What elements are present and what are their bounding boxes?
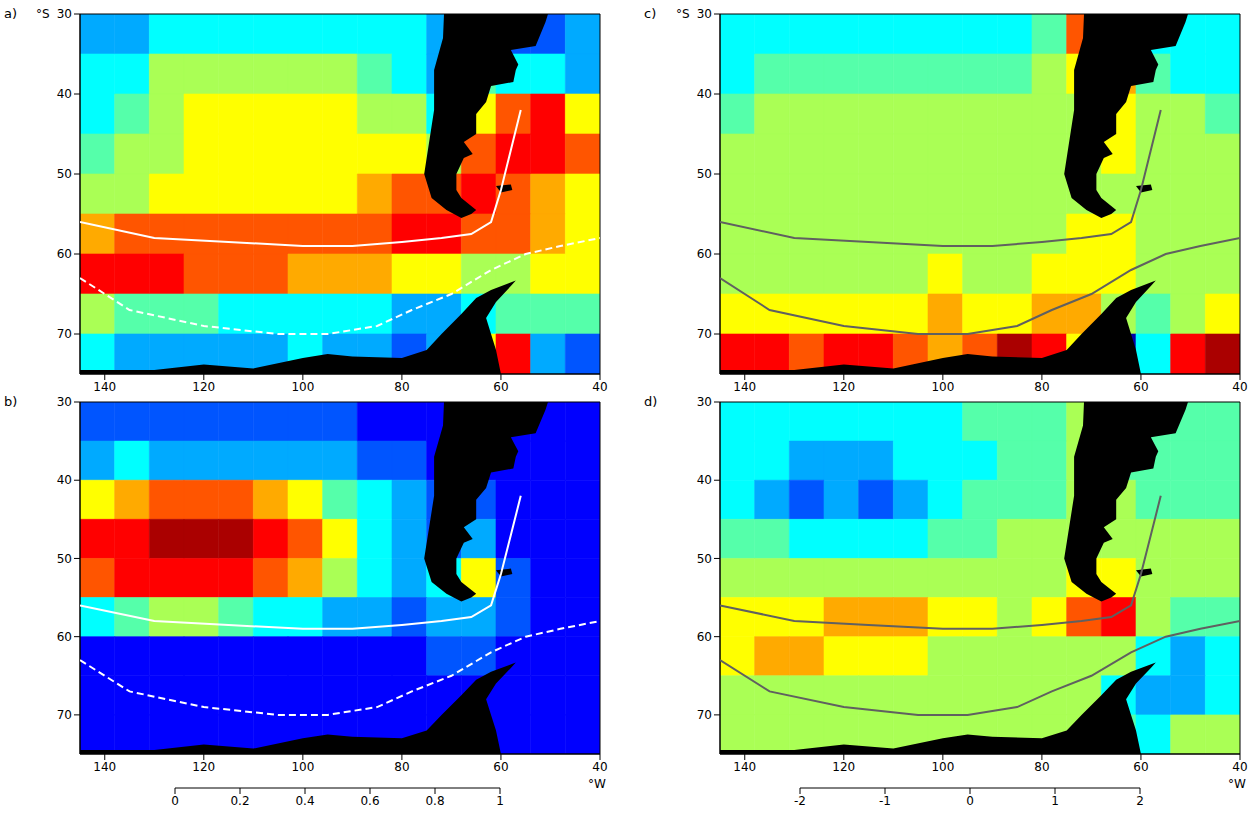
svg-text:140: 140 xyxy=(733,760,756,774)
svg-text:120: 120 xyxy=(832,380,855,394)
html-text:°W: °W xyxy=(588,777,606,791)
html-text:°S: °S xyxy=(36,7,50,21)
svg-text:100: 100 xyxy=(291,760,314,774)
svg-text:80: 80 xyxy=(1034,380,1049,394)
svg-text:40: 40 xyxy=(592,380,607,394)
html-text:°W: °W xyxy=(1228,777,1246,791)
svg-text:30: 30 xyxy=(697,395,712,409)
svg-text:60: 60 xyxy=(1133,380,1148,394)
svg-text:70: 70 xyxy=(697,327,712,341)
svg-text:60: 60 xyxy=(697,630,712,644)
svg-text:1: 1 xyxy=(1051,794,1059,808)
svg-text:0.8: 0.8 xyxy=(425,794,444,808)
svg-text:70: 70 xyxy=(697,708,712,722)
svg-text:140: 140 xyxy=(733,380,756,394)
svg-text:100: 100 xyxy=(931,760,954,774)
svg-text:50: 50 xyxy=(57,552,72,566)
svg-text:100: 100 xyxy=(931,380,954,394)
svg-text:0.6: 0.6 xyxy=(360,794,379,808)
svg-text:40: 40 xyxy=(697,87,712,101)
svg-text:100: 100 xyxy=(291,380,314,394)
svg-text:80: 80 xyxy=(1034,760,1049,774)
html-text:c): c) xyxy=(644,6,657,21)
svg-text:0: 0 xyxy=(966,794,974,808)
svg-text:120: 120 xyxy=(192,760,215,774)
svg-text:50: 50 xyxy=(57,167,72,181)
svg-text:30: 30 xyxy=(697,7,712,21)
html-text:d): d) xyxy=(644,394,658,409)
svg-text:80: 80 xyxy=(394,760,409,774)
svg-text:60: 60 xyxy=(57,247,72,261)
svg-text:40: 40 xyxy=(57,473,72,487)
svg-text:70: 70 xyxy=(57,327,72,341)
svg-text:80: 80 xyxy=(394,380,409,394)
svg-text:30: 30 xyxy=(57,7,72,21)
html-text:a): a) xyxy=(4,6,17,21)
svg-text:50: 50 xyxy=(697,167,712,181)
svg-text:60: 60 xyxy=(493,760,508,774)
svg-text:1: 1 xyxy=(496,794,504,808)
svg-text:0.4: 0.4 xyxy=(295,794,314,808)
svg-text:120: 120 xyxy=(832,760,855,774)
svg-text:60: 60 xyxy=(493,380,508,394)
svg-text:40: 40 xyxy=(697,473,712,487)
svg-text:40: 40 xyxy=(592,760,607,774)
svg-text:70: 70 xyxy=(57,708,72,722)
svg-text:60: 60 xyxy=(1133,760,1148,774)
svg-text:30: 30 xyxy=(57,395,72,409)
svg-text:60: 60 xyxy=(697,247,712,261)
svg-text:-1: -1 xyxy=(879,794,891,808)
svg-text:140: 140 xyxy=(93,760,116,774)
html-text:b): b) xyxy=(4,394,18,409)
svg-text:140: 140 xyxy=(93,380,116,394)
svg-text:40: 40 xyxy=(1232,760,1247,774)
svg-text:-2: -2 xyxy=(794,794,806,808)
svg-text:40: 40 xyxy=(57,87,72,101)
html-text:°S: °S xyxy=(676,7,690,21)
svg-text:120: 120 xyxy=(192,380,215,394)
svg-text:60: 60 xyxy=(57,630,72,644)
svg-text:2: 2 xyxy=(1136,794,1144,808)
svg-text:0: 0 xyxy=(171,794,179,808)
svg-text:0.2: 0.2 xyxy=(230,794,249,808)
svg-text:40: 40 xyxy=(1232,380,1247,394)
svg-text:50: 50 xyxy=(697,552,712,566)
